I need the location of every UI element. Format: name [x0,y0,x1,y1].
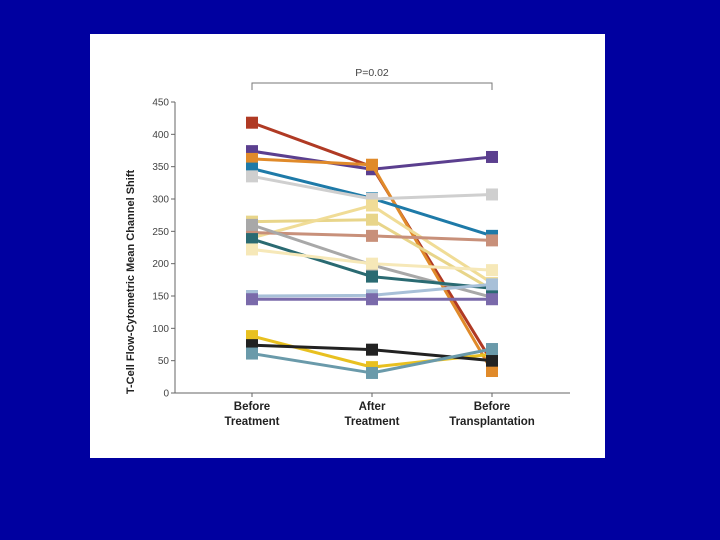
y-ticks: 0 50 100 150 200 250 300 350 400 450 [152,98,175,400]
data-point [486,278,498,291]
series-line [251,121,494,363]
series [246,293,498,306]
data-point [486,150,498,163]
data-point [366,199,378,212]
y-tick-label: 250 [152,227,169,238]
y-tick-label: 450 [152,98,169,109]
y-tick-label: 350 [152,162,169,173]
y-tick-label: 150 [152,292,169,303]
series [246,243,498,277]
data-point [246,218,258,231]
chart-panel: 0 50 100 150 200 250 300 350 400 450 Before Treatm… [90,34,605,458]
series [246,343,498,379]
data-point [486,354,498,367]
y-tick-label: 300 [152,195,169,206]
series-layer [246,116,498,379]
data-point [486,264,498,277]
data-point [486,188,498,201]
y-tick-label: 0 [163,389,169,400]
data-point [246,293,258,306]
data-point [366,270,378,283]
y-tick-label: 100 [152,324,169,335]
series [246,170,498,205]
data-point [246,152,258,165]
p-value-label: P=0.02 [355,67,389,79]
data-point [246,330,258,343]
data-point [246,243,258,256]
p-value-bracket: P=0.02 [251,67,493,90]
data-point [366,158,378,171]
data-point [246,170,258,183]
series [246,116,498,368]
data-point [366,366,378,379]
data-point [366,229,378,242]
series [246,152,498,378]
data-point [366,257,378,270]
y-axis-title: T-Cell Flow-Cytometric Mean Channel Shif… [125,170,137,395]
data-point [246,347,258,360]
data-point [486,234,498,247]
x-category-label: Before Transplantation [449,401,535,428]
x-category-labels: Before Treatment After Treatment Before Trans… [225,393,535,428]
data-point [486,365,498,378]
data-point [366,213,378,226]
data-point [246,116,258,129]
data-point [486,293,498,306]
bracket-line [251,82,493,90]
data-point [246,233,258,246]
y-tick-label: 400 [152,130,169,141]
data-point [486,343,498,356]
x-category-label: Before Treatment [225,401,280,428]
data-point [366,343,378,356]
y-tick-label: 50 [158,356,170,367]
data-point [366,293,378,306]
y-tick-label: 200 [152,259,169,270]
line-chart: 0 50 100 150 200 250 300 350 400 450 Before Treatm… [125,67,570,428]
x-category-label: After Treatment [345,401,400,428]
